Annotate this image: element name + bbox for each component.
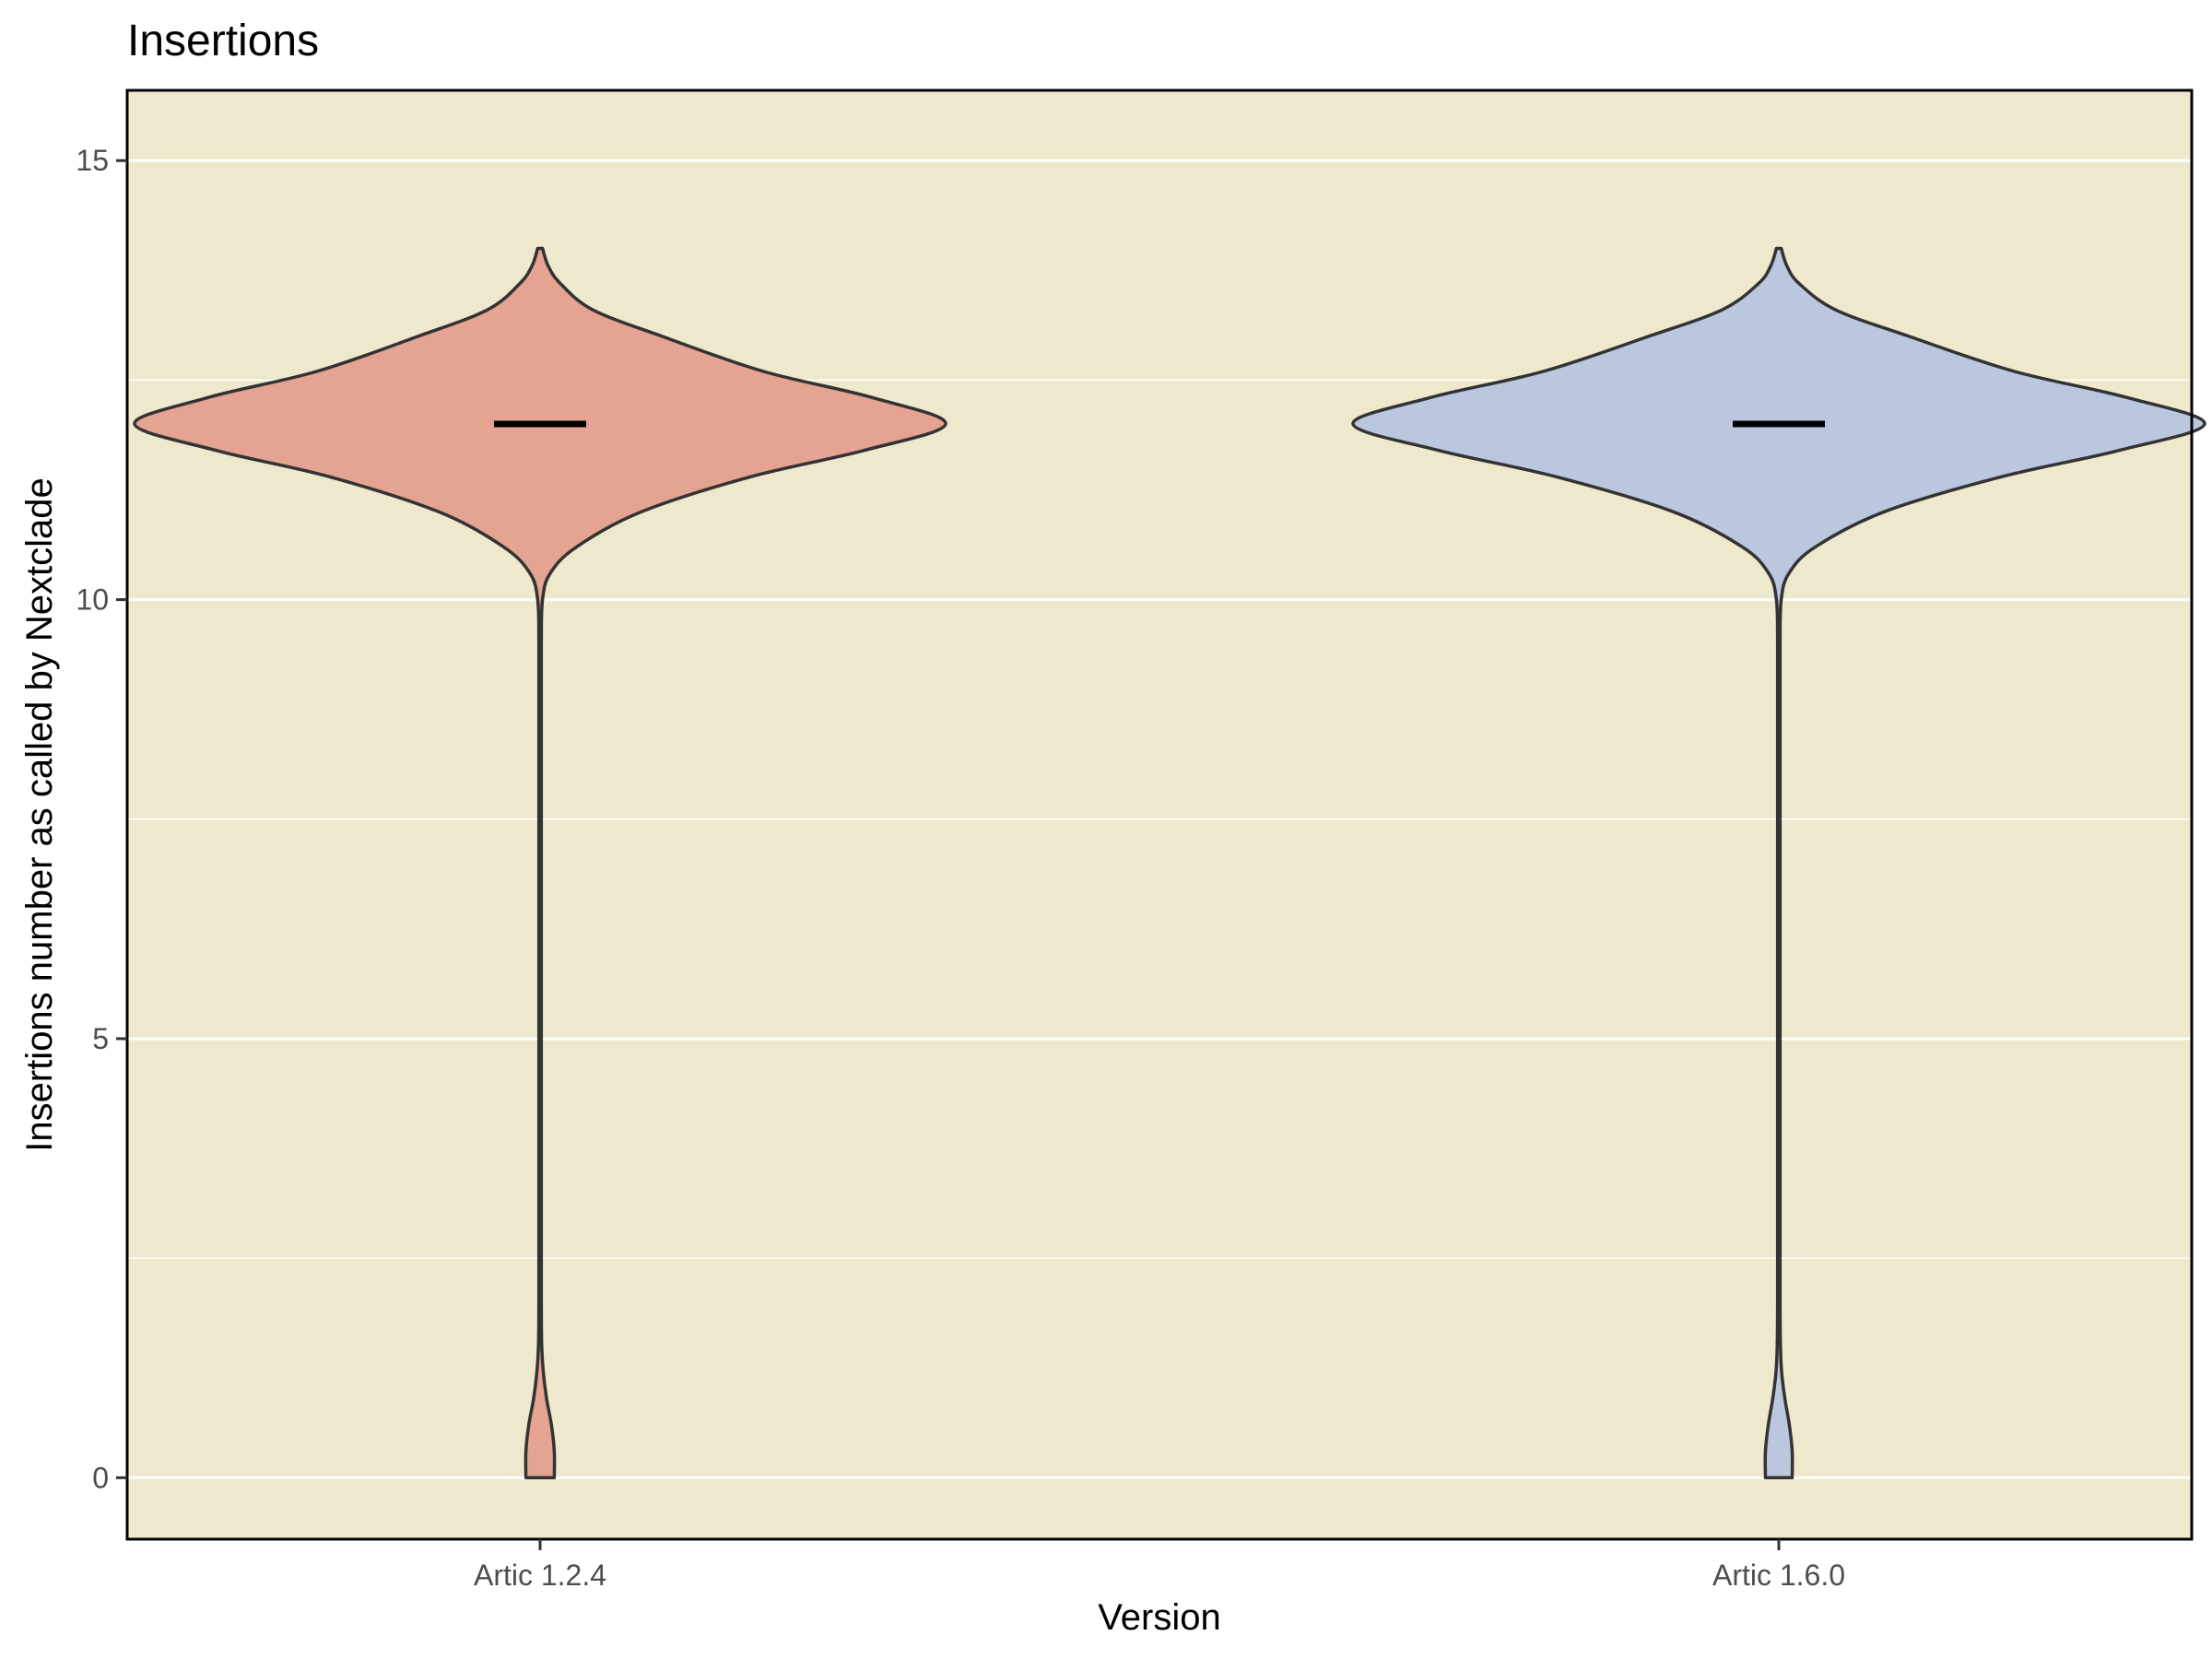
y-axis: 0 5 10 15 [76,144,127,1494]
y-tick-label: 5 [92,1022,109,1055]
violins [133,246,2206,1480]
y-tick-label: 0 [92,1461,109,1494]
plot-panel [127,90,2192,1539]
x-axis: Artic 1.2.4 Artic 1.6.0 [474,1539,1845,1592]
violin-artic-1-6-0 [1351,246,2206,1480]
x-tick-label: Artic 1.2.4 [474,1559,606,1592]
chart-title: Insertions [127,17,319,65]
plot-border [125,88,2194,1541]
x-tick-label: Artic 1.6.0 [1712,1559,1845,1592]
y-tick-label: 10 [76,583,109,617]
y-tick-label: 15 [76,144,109,177]
y-axis-title: Insertions number as called by Nextclade [19,477,60,1151]
x-axis-title: Version [1098,1597,1220,1638]
violin-artic-1-2-4 [133,246,947,1480]
